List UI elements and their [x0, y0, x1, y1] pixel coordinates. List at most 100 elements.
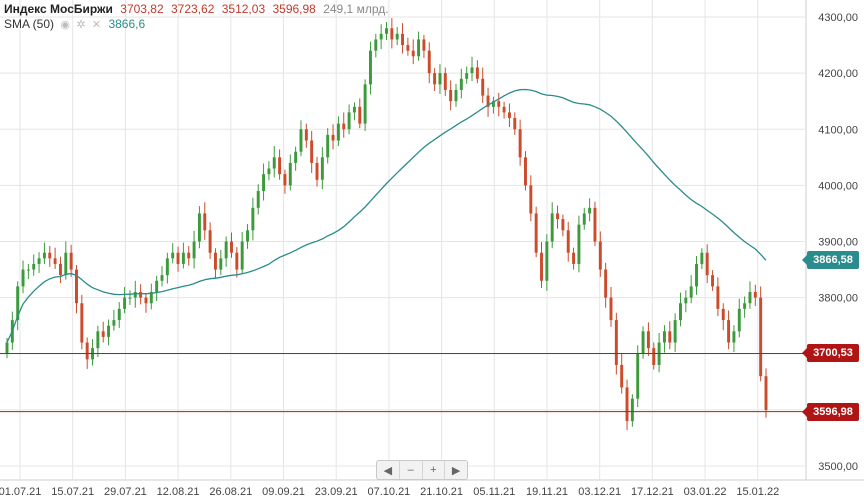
x-tick-label: 23.09.21	[315, 486, 358, 498]
candle-body	[459, 78, 463, 90]
candle-body	[187, 252, 191, 259]
candle-body	[748, 292, 752, 304]
gear-icon[interactable]: ✲	[76, 19, 86, 31]
candle-body	[427, 50, 431, 74]
candle-body	[219, 258, 223, 270]
candle-body	[69, 252, 73, 270]
y-tick-label: 4300,00	[818, 12, 858, 24]
candle-body	[144, 297, 148, 304]
candle-body	[331, 134, 335, 141]
low-value: 3512,03	[221, 2, 266, 16]
y-tick-label: 3500,00	[818, 461, 858, 473]
candle-body	[310, 140, 314, 163]
candle-body	[101, 331, 105, 337]
chart-navigation: ◀ – + ▶	[376, 460, 468, 480]
candle-body	[304, 129, 308, 141]
candle-body	[80, 303, 84, 343]
candle-body	[641, 331, 645, 354]
candle-body	[262, 174, 266, 191]
candle-body	[246, 230, 249, 242]
candle-body	[620, 364, 624, 388]
x-tick-label: 03.12.21	[578, 486, 621, 498]
scroll-left-button[interactable]: ◀	[377, 461, 400, 479]
candle-body	[379, 33, 383, 40]
x-tick-label: 29.07.21	[104, 486, 147, 498]
candle-body	[497, 101, 501, 107]
candle-body	[716, 286, 720, 309]
candle-body	[230, 241, 233, 253]
candle-body	[577, 224, 581, 264]
candle-body	[283, 174, 287, 186]
scroll-right-button[interactable]: ▶	[451, 464, 461, 477]
candle-body	[235, 252, 239, 270]
candle-body	[390, 28, 394, 40]
candle-body	[486, 95, 490, 107]
candle-body	[320, 157, 324, 180]
candle-body	[385, 28, 388, 34]
candle-body	[764, 376, 768, 410]
candle-body	[545, 241, 549, 281]
candle-body	[213, 252, 217, 270]
candle-body	[518, 129, 522, 158]
candle-body	[336, 123, 340, 141]
candle-body	[176, 252, 180, 264]
candle-body	[42, 252, 46, 259]
y-tick-label: 4200,00	[818, 68, 858, 80]
y-tick-label: 4000,00	[818, 180, 858, 192]
candle-body	[32, 263, 36, 270]
sma-value: 3866,6	[108, 17, 146, 31]
zoom-in-button[interactable]: +	[423, 461, 446, 479]
candle-body	[727, 320, 731, 343]
candle-body	[278, 157, 282, 175]
level-tag-upper: 3700,53	[802, 344, 859, 363]
candle-body	[582, 213, 586, 225]
candle-body	[75, 269, 78, 304]
zoom-out-button[interactable]: –	[400, 461, 423, 479]
candle-body	[443, 73, 447, 90]
candle-body	[561, 219, 565, 231]
candle-body	[326, 134, 330, 158]
candle-body	[417, 39, 421, 57]
candle-body	[759, 297, 763, 377]
candle-body	[251, 207, 255, 231]
x-tick-label: 07.10.21	[367, 486, 410, 498]
candle-body	[16, 286, 20, 321]
candle-body	[192, 241, 196, 259]
candle-body	[48, 252, 52, 259]
candle-body	[374, 39, 378, 51]
x-tick-label: 21.10.21	[420, 486, 463, 498]
candle-body	[272, 157, 276, 169]
sma-line	[6, 88, 767, 343]
candle-body	[267, 168, 271, 175]
y-tick-label: 3800,00	[818, 293, 858, 305]
close-icon[interactable]: ✕	[91, 19, 102, 31]
candle-body	[96, 331, 100, 349]
candle-body	[593, 207, 597, 242]
candle-body	[507, 112, 511, 119]
candle-body	[21, 269, 25, 287]
candle-body	[363, 84, 367, 124]
candle-body	[732, 331, 736, 343]
candle-body	[358, 106, 362, 124]
high-value: 3723,62	[171, 2, 215, 16]
candle-body	[197, 213, 201, 242]
candle-body	[438, 73, 442, 85]
candle-body	[673, 320, 677, 343]
candle-body	[342, 123, 346, 130]
candle-body	[636, 353, 640, 399]
candle-body	[288, 162, 292, 186]
candle-body	[598, 241, 602, 270]
x-tick-label: 01.07.21	[0, 486, 41, 498]
candle-body	[133, 292, 137, 298]
candle-body	[534, 213, 538, 253]
candle-body	[26, 269, 30, 271]
candle-body	[395, 33, 399, 40]
x-tick-label: 15.07.21	[51, 486, 94, 498]
x-tick-label: 03.01.22	[684, 486, 727, 498]
candle-body	[181, 252, 185, 264]
eye-icon[interactable]: ◉	[60, 19, 70, 31]
x-tick-label: 09.09.21	[262, 486, 305, 498]
candle-body	[625, 387, 629, 422]
candle-body	[107, 325, 111, 337]
candle-body	[454, 89, 458, 102]
